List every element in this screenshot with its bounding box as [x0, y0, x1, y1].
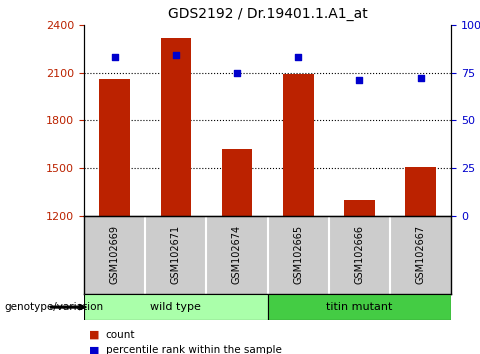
Title: GDS2192 / Dr.19401.1.A1_at: GDS2192 / Dr.19401.1.A1_at	[168, 7, 368, 21]
Text: GSM102665: GSM102665	[293, 225, 303, 285]
Text: percentile rank within the sample: percentile rank within the sample	[106, 346, 281, 354]
Text: ■: ■	[89, 330, 99, 339]
Text: genotype/variation: genotype/variation	[5, 302, 104, 312]
Bar	[160, 38, 191, 216]
Text: GSM102666: GSM102666	[354, 225, 364, 284]
Text: GSM102674: GSM102674	[232, 225, 242, 285]
Point	[417, 75, 424, 81]
Text: GSM102671: GSM102671	[171, 225, 181, 285]
Bar	[222, 149, 252, 216]
Bar	[283, 74, 313, 216]
Point	[356, 78, 363, 83]
Point	[294, 55, 302, 60]
Text: count: count	[106, 330, 135, 339]
Text: GSM102669: GSM102669	[109, 225, 120, 284]
Bar	[405, 166, 436, 216]
Text: GSM102667: GSM102667	[416, 225, 426, 285]
Text: wild type: wild type	[150, 302, 201, 312]
Text: ■: ■	[89, 346, 99, 354]
Bar	[268, 294, 451, 320]
Bar	[344, 200, 375, 216]
Bar	[84, 294, 268, 320]
Text: titin mutant: titin mutant	[326, 302, 393, 312]
Point	[111, 55, 119, 60]
Point	[233, 70, 241, 75]
Bar	[99, 79, 130, 216]
Point	[172, 52, 180, 58]
